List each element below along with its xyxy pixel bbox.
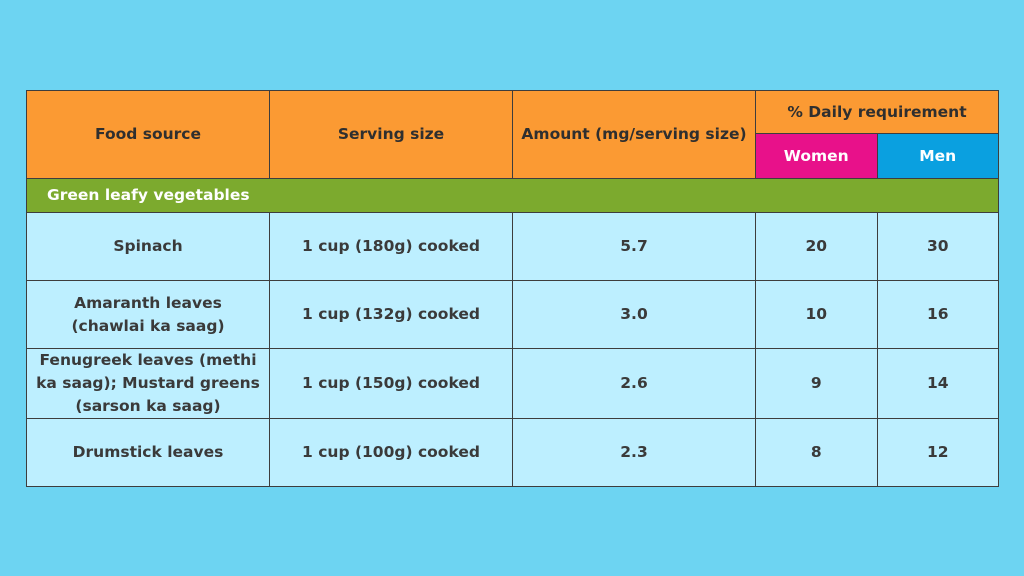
iron-sources-table-container: Food source Serving size Amount (mg/serv… <box>26 90 999 487</box>
cell-men: 30 <box>876 212 999 281</box>
cell-serving: 1 cup (180g) cooked <box>269 212 513 281</box>
cell-men: 14 <box>876 348 999 419</box>
table-row: Drumstick leaves 1 cup (100g) cooked 2.3… <box>26 418 999 487</box>
cell-women: 8 <box>755 418 878 487</box>
cell-food: Spinach <box>26 212 270 281</box>
cell-food: Amaranth leaves (chawlai ka saag) <box>26 280 270 349</box>
section-row: Green leafy vegetables <box>26 178 999 213</box>
header-daily-requirement: % Daily requirement <box>755 90 999 134</box>
table-row: Spinach 1 cup (180g) cooked 5.7 20 30 <box>26 212 999 281</box>
cell-amount: 3.0 <box>512 280 756 349</box>
cell-men: 12 <box>876 418 999 487</box>
subheader-row: Women Men <box>27 133 999 179</box>
cell-women: 10 <box>755 280 878 349</box>
cell-amount: 2.6 <box>512 348 756 419</box>
header-row: Food source Serving size Amount (mg/serv… <box>26 90 999 179</box>
header-men: Men <box>876 133 999 179</box>
cell-food: Drumstick leaves <box>26 418 270 487</box>
section-label: Green leafy vegetables <box>26 178 999 213</box>
table-row: Amaranth leaves (chawlai ka saag) 1 cup … <box>26 280 999 349</box>
table-row: Fenugreek leaves (methi ka saag); Mustar… <box>26 348 999 419</box>
cell-serving: 1 cup (150g) cooked <box>269 348 513 419</box>
cell-women: 9 <box>755 348 878 419</box>
cell-women: 20 <box>755 212 878 281</box>
cell-amount: 2.3 <box>512 418 756 487</box>
header-women: Women <box>755 133 878 179</box>
cell-food: Fenugreek leaves (methi ka saag); Mustar… <box>26 348 270 419</box>
cell-amount: 5.7 <box>512 212 756 281</box>
header-food-source: Food source <box>26 90 270 179</box>
cell-serving: 1 cup (100g) cooked <box>269 418 513 487</box>
cell-serving: 1 cup (132g) cooked <box>269 280 513 349</box>
cell-men: 16 <box>876 280 999 349</box>
iron-sources-table: Food source Serving size Amount (mg/serv… <box>26 90 999 487</box>
header-serving-size: Serving size <box>269 90 513 179</box>
header-amount: Amount (mg/serving size) <box>512 90 756 179</box>
